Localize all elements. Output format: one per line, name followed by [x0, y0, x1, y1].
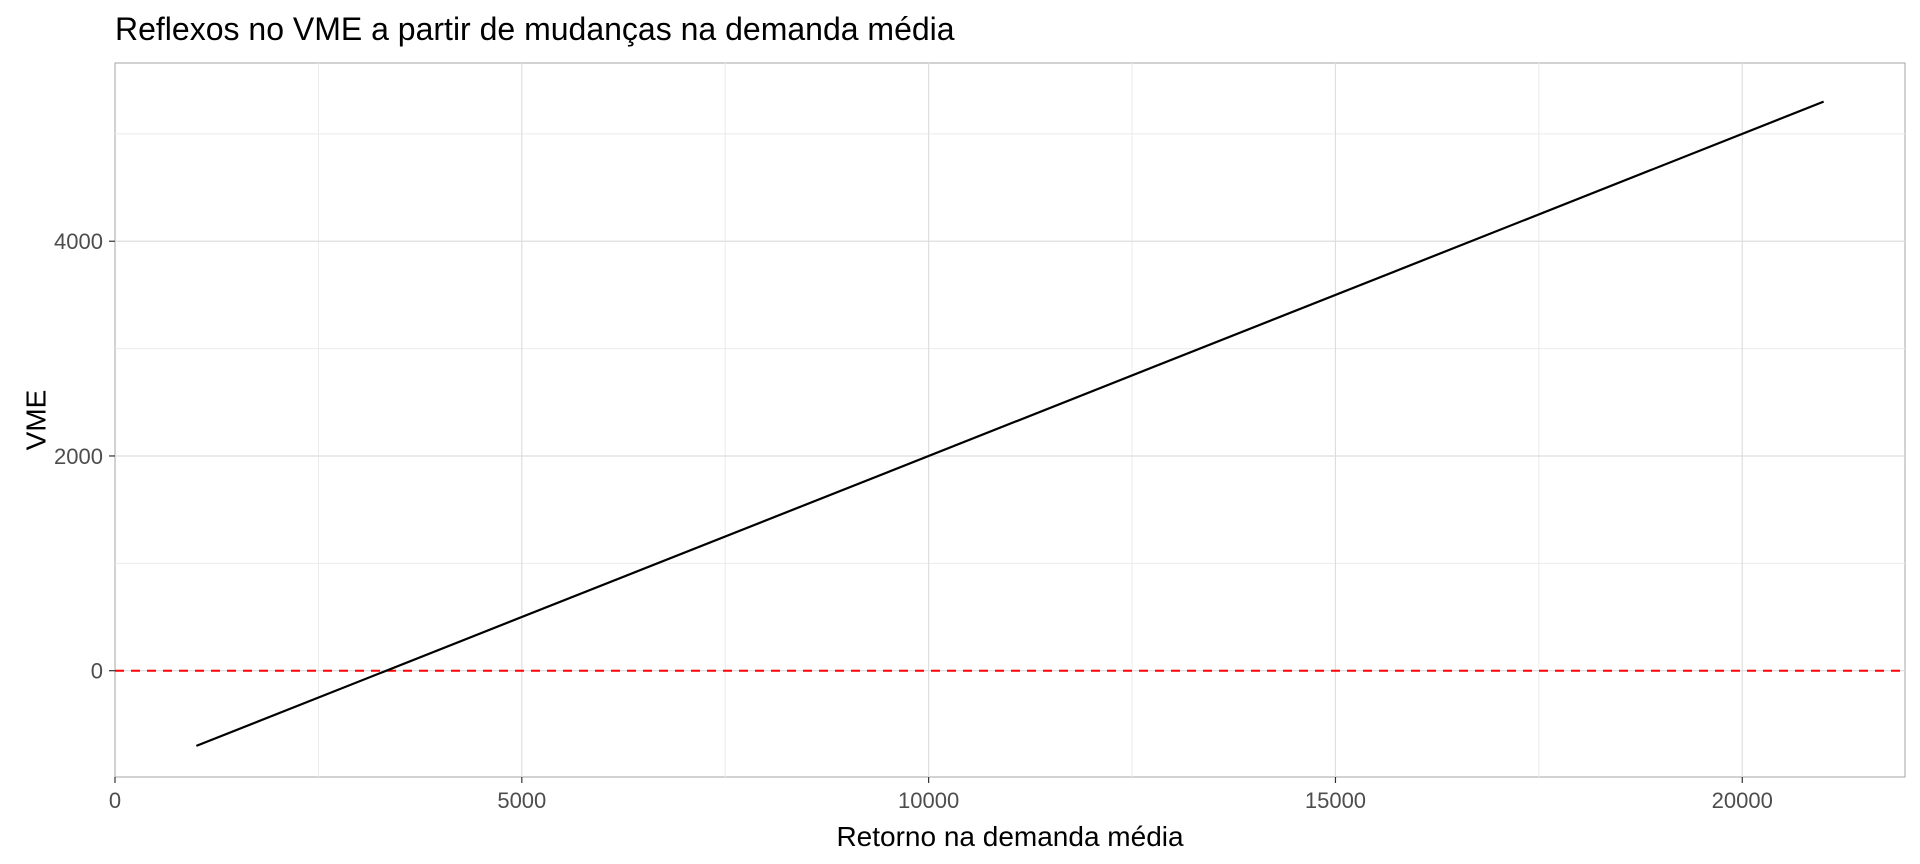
chart-title: Reflexos no VME a partir de mudanças na …	[115, 11, 955, 47]
x-tick-label: 20000	[1712, 788, 1773, 813]
plot-panel	[114, 62, 1906, 778]
y-tick-label: 0	[91, 659, 103, 684]
series-lines	[195, 100, 1825, 747]
x-axis-ticks: 0 5000 10000 15000 20000	[109, 777, 1773, 813]
y-tick-label: 2000	[54, 444, 103, 469]
y-axis-ticks: 0 2000 4000	[54, 229, 115, 684]
y-axis-title: VME	[20, 390, 51, 451]
x-axis-title: Retorno na demanda média	[836, 821, 1184, 852]
y-tick-label: 4000	[54, 229, 103, 254]
series-line	[195, 100, 1825, 747]
x-tick-label: 15000	[1305, 788, 1366, 813]
x-tick-label: 5000	[497, 788, 546, 813]
x-tick-label: 10000	[898, 788, 959, 813]
minor-gridlines	[115, 63, 1905, 777]
x-tick-label: 0	[109, 788, 121, 813]
